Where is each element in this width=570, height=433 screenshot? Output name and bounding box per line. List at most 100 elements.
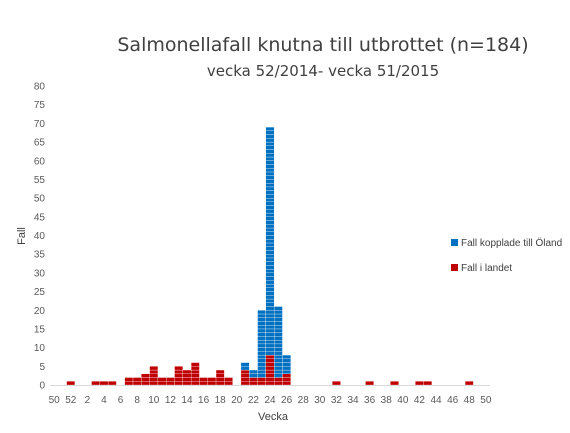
bar-segment xyxy=(257,381,266,386)
bar-segment xyxy=(265,295,275,300)
legend-label: Fall i landet xyxy=(461,263,512,274)
bar-segment xyxy=(91,381,100,386)
bar-segment xyxy=(282,366,291,371)
bar-segment xyxy=(124,381,134,386)
x-tick-label: 14 xyxy=(181,395,193,406)
bar-segment xyxy=(207,377,217,382)
x-tick-label: 4 xyxy=(101,395,107,406)
bar-segment xyxy=(199,377,208,382)
bar-segment xyxy=(265,164,275,169)
bar-segment xyxy=(215,369,225,374)
bar-segment xyxy=(157,381,167,386)
bar-segment xyxy=(265,145,275,150)
bar-segment xyxy=(274,321,283,326)
bar-segment xyxy=(265,168,275,173)
y-tick-label: 10 xyxy=(34,343,46,354)
bar-segment xyxy=(265,175,275,180)
bar-segment xyxy=(265,216,275,221)
bar-segment xyxy=(274,343,283,348)
bar-segment xyxy=(265,328,275,333)
bar-segment xyxy=(265,186,275,191)
bar-segment xyxy=(257,362,266,367)
bar-segment xyxy=(265,343,275,348)
bar-segment xyxy=(257,351,266,356)
bar-segment xyxy=(365,381,374,386)
bar-segment xyxy=(215,377,225,382)
y-tick-label: 5 xyxy=(39,362,45,373)
bar-segment xyxy=(149,377,159,382)
bar-segment xyxy=(265,126,275,132)
bar-segment xyxy=(182,369,192,374)
bar-segment xyxy=(166,377,175,382)
bar-segment xyxy=(141,373,150,378)
bar-segment xyxy=(249,377,258,382)
bar-segment xyxy=(257,317,266,322)
bar-segment xyxy=(265,138,275,143)
y-tick-label: 55 xyxy=(34,175,46,186)
bar-segment xyxy=(265,209,275,214)
bar-segment xyxy=(66,381,76,386)
bar-segment xyxy=(132,377,142,382)
bar-segment xyxy=(265,354,275,359)
bar-segment xyxy=(257,336,266,341)
bar-segment xyxy=(274,369,283,374)
bar-segment xyxy=(274,310,283,315)
bar-segment xyxy=(240,369,250,374)
bar-segment xyxy=(257,325,266,330)
bar-segment xyxy=(265,179,275,184)
bar-segment xyxy=(199,381,208,386)
bar-segment xyxy=(257,328,266,333)
bar-segment xyxy=(265,254,275,259)
x-tick-label: 50 xyxy=(49,395,61,406)
bar-segment xyxy=(265,313,275,318)
bar-segment xyxy=(182,377,192,382)
bar-segment xyxy=(190,377,200,382)
bar-segment xyxy=(274,317,283,322)
x-tick-label: 28 xyxy=(298,395,310,406)
x-tick-label: 36 xyxy=(364,395,376,406)
y-tick-label: 35 xyxy=(34,250,46,261)
bar-segment xyxy=(265,149,275,154)
bar-segment xyxy=(141,377,150,382)
y-tick-label: 75 xyxy=(34,100,46,111)
bar-segment xyxy=(215,373,225,378)
bar-segment xyxy=(215,381,225,386)
bar-segment xyxy=(265,287,275,292)
bar-segment xyxy=(265,250,275,255)
bar-segment xyxy=(265,306,275,311)
bar-segment xyxy=(265,242,275,247)
bar-segment xyxy=(274,328,283,333)
bar-segment xyxy=(149,373,159,378)
bar-segment xyxy=(107,381,117,386)
x-tick-label: 32 xyxy=(331,395,343,406)
bars xyxy=(66,126,474,386)
x-tick-label: 44 xyxy=(430,395,442,406)
y-axis-tick-labels: 0 5 10 15 20 25 30 35 40 45 50 55 60 65 70 75 80 xyxy=(34,82,46,392)
bar-segment xyxy=(249,373,258,378)
bar-segment xyxy=(265,130,275,135)
bar-segment xyxy=(190,369,200,374)
bar-segment xyxy=(265,197,275,203)
bar-segment xyxy=(274,362,283,367)
bar-segment xyxy=(174,369,183,374)
bar-segment xyxy=(274,354,283,359)
bar-segment xyxy=(265,310,275,315)
bar-segment xyxy=(265,220,275,225)
bar-segment xyxy=(257,339,266,345)
bar-segment xyxy=(274,306,283,311)
bar-segment xyxy=(257,332,266,337)
bar-segment xyxy=(265,212,275,217)
x-tick-label: 52 xyxy=(65,395,77,406)
bar-segment xyxy=(265,201,275,206)
bar-segment xyxy=(174,377,183,382)
bar-segment xyxy=(265,366,275,371)
bar-segment xyxy=(274,313,283,318)
bar-segment xyxy=(174,381,183,386)
x-axis-tick-labels: 50 52 2 4 6 8 10 12 14 16 18 20 22 24 26 28 30 32 34 36 38 40… xyxy=(49,395,492,406)
bar-segment xyxy=(274,332,283,337)
bar-segment xyxy=(190,362,200,367)
bar-segment xyxy=(265,280,275,285)
legend-swatch xyxy=(451,264,458,271)
bar-segment xyxy=(423,381,433,386)
